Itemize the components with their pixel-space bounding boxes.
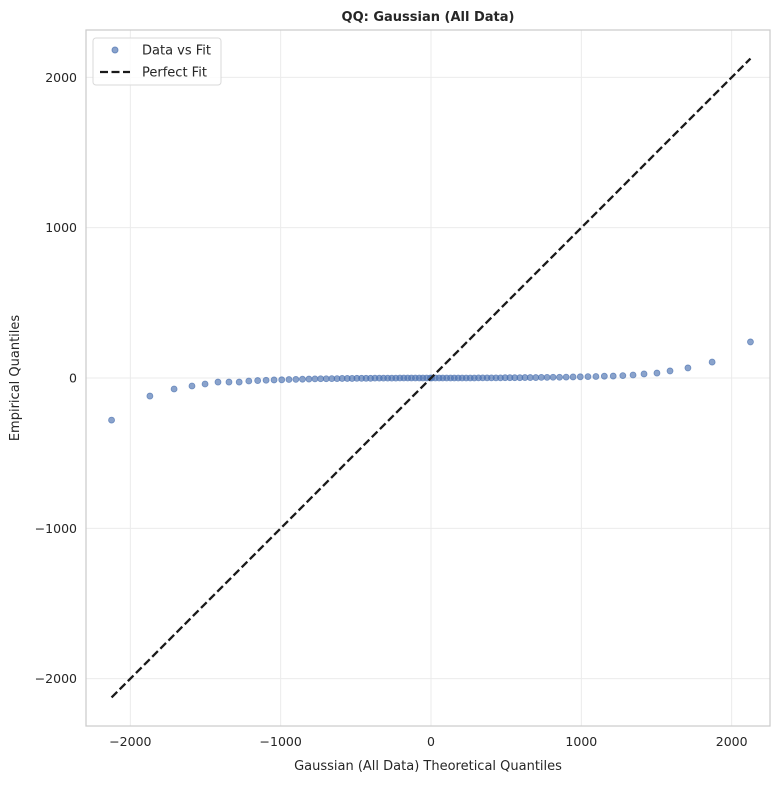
data-point bbox=[684, 364, 692, 372]
grid bbox=[86, 30, 770, 726]
data-point bbox=[108, 416, 115, 424]
y-tick-label: −2000 bbox=[35, 671, 77, 686]
data-point bbox=[214, 378, 222, 386]
marks bbox=[108, 57, 754, 699]
legend-box bbox=[92, 37, 222, 86]
data-point bbox=[640, 370, 648, 378]
data-point bbox=[629, 371, 637, 379]
data-point bbox=[576, 373, 584, 381]
plot-frame bbox=[85, 29, 771, 727]
data-point bbox=[292, 375, 300, 383]
data-point bbox=[562, 373, 570, 381]
legend-label-line: Perfect Fit bbox=[142, 66, 207, 81]
x-tick-label: 0 bbox=[427, 734, 435, 749]
y-tick-label: 1000 bbox=[45, 220, 77, 235]
x-tick-label: −1000 bbox=[260, 734, 302, 749]
data-point bbox=[235, 378, 243, 386]
data-point bbox=[592, 373, 600, 380]
legend: Data vs Fit Perfect Fit bbox=[92, 37, 222, 86]
data-point bbox=[201, 380, 209, 388]
data-point bbox=[225, 378, 233, 386]
data-point bbox=[666, 367, 674, 375]
data-point bbox=[285, 376, 293, 383]
data-point bbox=[170, 385, 178, 393]
data-point bbox=[532, 374, 540, 381]
data-point bbox=[188, 382, 196, 390]
data-point bbox=[299, 375, 306, 383]
data-point bbox=[549, 373, 557, 381]
data-point bbox=[584, 373, 592, 381]
chart-title: QQ: Gaussian (All Data) bbox=[342, 10, 515, 25]
data-point bbox=[254, 377, 262, 384]
data-point bbox=[245, 377, 253, 385]
y-tick-label: −1000 bbox=[35, 521, 77, 536]
data-point bbox=[270, 376, 278, 384]
data-point bbox=[653, 369, 661, 377]
data-point bbox=[619, 372, 627, 379]
legend-label-data: Data vs Fit bbox=[142, 44, 211, 59]
y-tick-label: 0 bbox=[69, 371, 77, 386]
data-point bbox=[556, 373, 563, 381]
perfect-fit-line bbox=[110, 57, 752, 699]
data-point bbox=[526, 374, 534, 381]
y-tick-label: 2000 bbox=[45, 70, 77, 85]
data-point bbox=[543, 373, 551, 381]
legend-marker-data bbox=[111, 46, 119, 54]
data-point bbox=[317, 375, 325, 383]
x-tick-label: 1000 bbox=[565, 734, 597, 749]
data-point bbox=[600, 372, 608, 380]
data-point bbox=[322, 375, 330, 383]
data-point bbox=[537, 373, 545, 381]
data-point bbox=[569, 373, 577, 381]
tick-labels: −2000 −1000 0 1000 2000 −2000 −1000 0 1000 2000 bbox=[35, 70, 748, 749]
data-point bbox=[278, 376, 286, 384]
data-point bbox=[146, 392, 154, 400]
data-point bbox=[305, 375, 313, 383]
x-tick-label: −2000 bbox=[109, 734, 151, 749]
data-point bbox=[609, 372, 617, 380]
data-point bbox=[708, 358, 716, 366]
data-point bbox=[311, 375, 319, 383]
x-axis-label: Gaussian (All Data) Theoretical Quantile… bbox=[294, 759, 562, 774]
y-axis-label: Empirical Quantiles bbox=[8, 315, 23, 442]
data-point bbox=[262, 376, 270, 384]
x-tick-label: 2000 bbox=[716, 734, 748, 749]
data-point bbox=[747, 338, 754, 346]
